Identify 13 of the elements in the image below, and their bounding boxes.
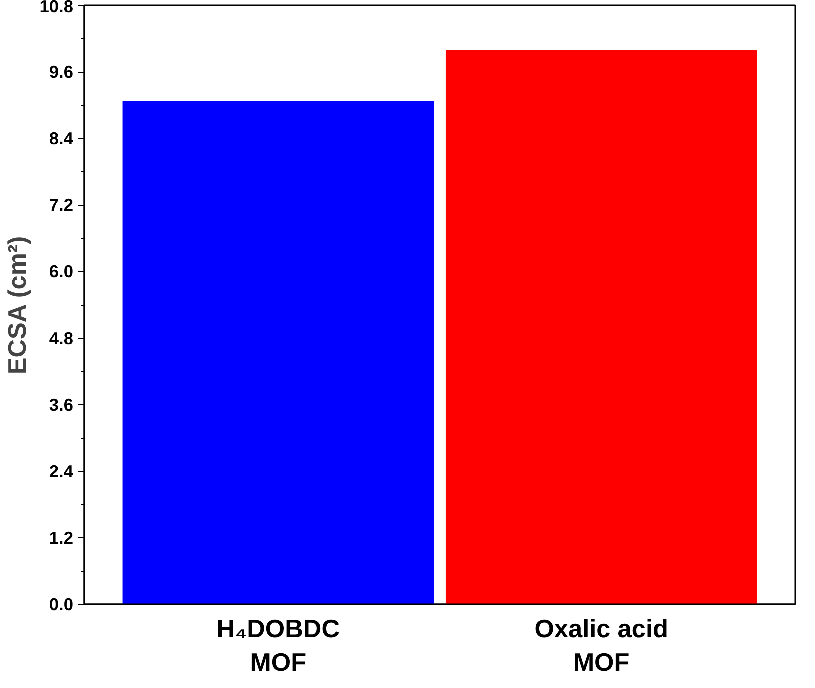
y-tick-label: 8.4 <box>49 128 74 149</box>
y-tick-label: 2.4 <box>49 461 74 482</box>
y-tick-label: 6.0 <box>49 262 74 282</box>
y-tick-label: 4.8 <box>49 328 74 348</box>
y-axis-title: ECSA (cm²) <box>4 236 32 375</box>
y-tick-label: 0.0 <box>49 594 74 614</box>
x-tick-label: Oxalic acid MOF <box>534 616 668 678</box>
x-tick-label: H₄DOBDC MOF <box>216 616 340 678</box>
y-tick-label: 9.6 <box>49 62 74 82</box>
y-tick-label: 3.6 <box>49 394 74 415</box>
y-tick-label: 1.2 <box>49 528 74 548</box>
y-tick-label: 7.2 <box>49 195 74 216</box>
y-tick-label: 10.8 <box>40 0 74 16</box>
